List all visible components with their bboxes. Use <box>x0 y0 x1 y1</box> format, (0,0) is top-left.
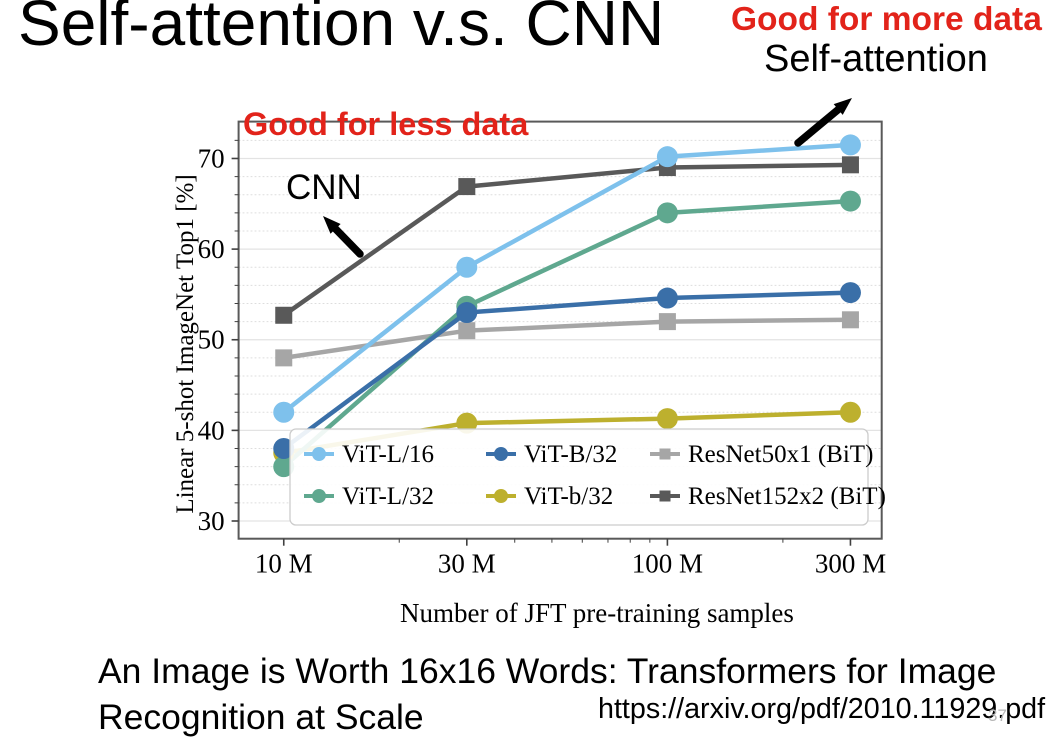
svg-text:50: 50 <box>198 325 225 355</box>
svg-text:ViT-L/32: ViT-L/32 <box>342 483 434 510</box>
svg-text:ViT-L/16: ViT-L/16 <box>342 441 434 468</box>
svg-text:ViT-B/32: ViT-B/32 <box>524 441 617 468</box>
svg-text:ResNet152x2 (BiT): ResNet152x2 (BiT) <box>688 483 886 510</box>
svg-text:10 M: 10 M <box>255 549 313 579</box>
svg-text:40: 40 <box>198 415 225 445</box>
svg-text:60: 60 <box>198 234 225 264</box>
svg-text:300 M: 300 M <box>815 549 886 579</box>
svg-text:ViT-b/32: ViT-b/32 <box>524 483 613 510</box>
svg-text:30: 30 <box>198 506 225 536</box>
svg-text:100 M: 100 M <box>632 549 703 579</box>
svg-text:30 M: 30 M <box>438 549 496 579</box>
svg-text:ResNet50x1 (BiT): ResNet50x1 (BiT) <box>688 441 873 468</box>
svg-text:70: 70 <box>198 143 225 173</box>
